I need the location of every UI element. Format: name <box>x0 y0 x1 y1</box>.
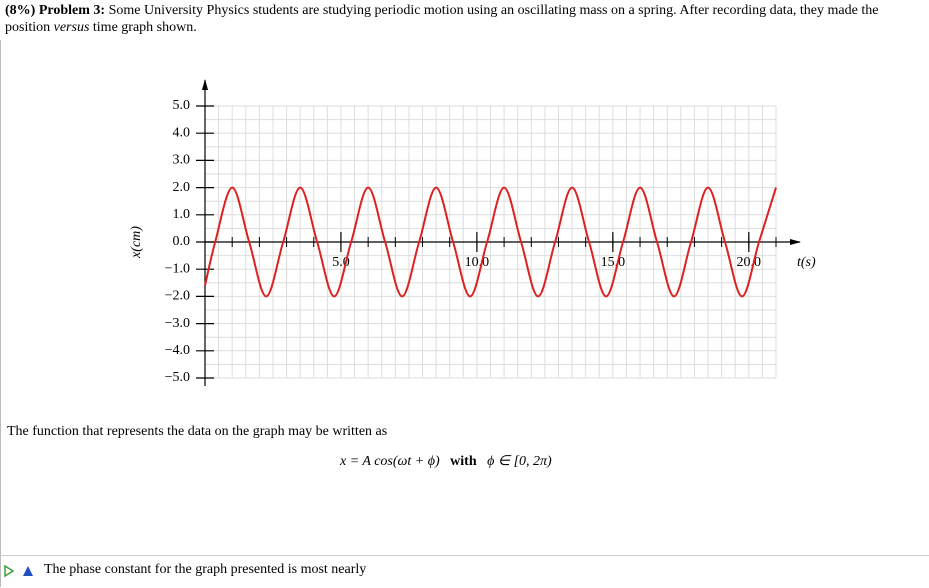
play-icon[interactable] <box>4 564 15 578</box>
y-tick-label: −5.0 <box>165 370 190 385</box>
y-tick-label: 1.0 <box>173 207 191 222</box>
left-border <box>0 40 1 587</box>
x-tick-label: 20.0 <box>737 255 762 270</box>
x-tick-label: 15.0 <box>601 255 626 270</box>
formula-rhs: ϕ ∈ [0, 2π) <box>487 454 552 469</box>
problem-label: (8%) Problem 3: <box>5 3 106 18</box>
y-axis-arrow <box>202 79 208 90</box>
problem-header: (8%) Problem 3: Some University Physics … <box>5 2 920 36</box>
y-tick-label: 3.0 <box>173 153 191 168</box>
y-tick-label: −4.0 <box>165 343 190 358</box>
data-line <box>204 186 777 298</box>
y-axis-label: x(cm) <box>129 226 144 259</box>
y-tick-label: 4.0 <box>173 125 191 140</box>
problem-text-end: time graph shown. <box>89 20 197 35</box>
x-axis-arrow <box>790 239 801 245</box>
question: The phase constant for the graph present… <box>44 562 367 577</box>
x-tick-label: 10.0 <box>465 255 490 270</box>
problem-emphasis: versus <box>53 20 90 35</box>
y-tick-label: −1.0 <box>165 261 190 276</box>
y-tick-label: −3.0 <box>165 316 190 331</box>
x-axis-label: t(s) <box>797 255 816 270</box>
formula: x = A cos(ωt + ϕ) with ϕ ∈ [0, 2π) <box>340 453 552 470</box>
question-box: The phase constant for the graph present… <box>0 555 929 588</box>
y-tick-label: 2.0 <box>173 180 191 195</box>
y-tick-label: −2.0 <box>165 289 190 304</box>
y-tick-label: 5.0 <box>173 98 191 113</box>
y-tick-label: 0.0 <box>173 234 191 249</box>
problem-text: Some University Physics students are stu… <box>5 3 879 35</box>
formula-lhs: x = A cos(ωt + ϕ) <box>340 454 440 469</box>
warning-icon <box>23 566 33 576</box>
question-icons <box>4 564 33 578</box>
formula-connector: with <box>450 454 477 469</box>
statement: The function that represents the data on… <box>7 424 388 439</box>
chart: 5.04.03.02.01.00.0−1.0−2.0−3.0−4.0−5.05.… <box>129 79 816 386</box>
